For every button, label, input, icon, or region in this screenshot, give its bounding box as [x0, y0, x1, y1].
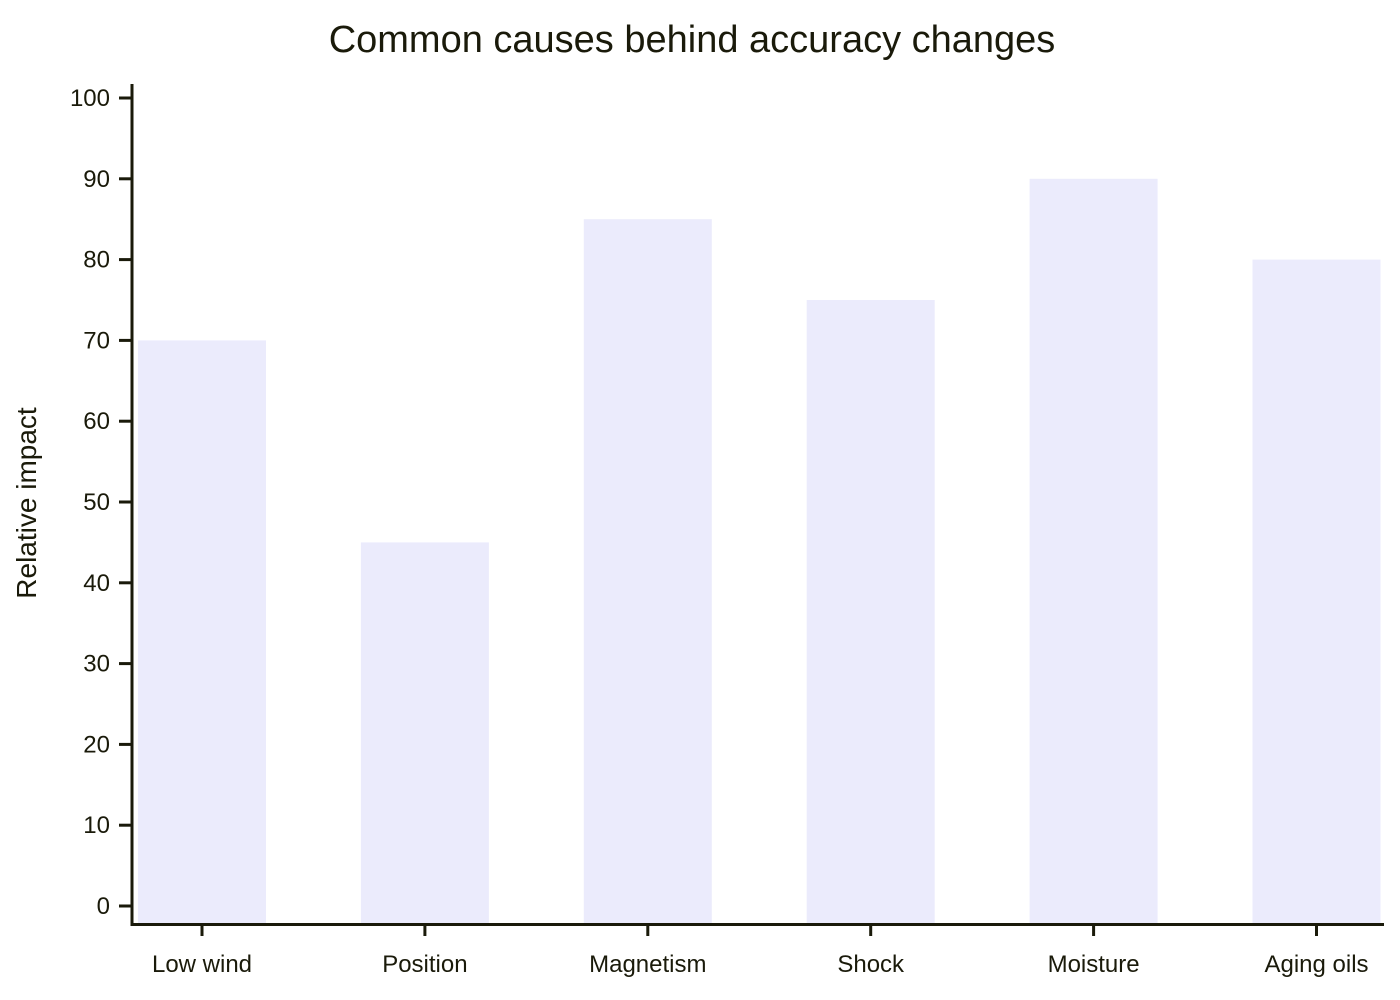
- bars-layer: [138, 178, 1381, 924]
- x-tick-label: Moisture: [1048, 951, 1140, 978]
- y-tick-label: 40: [83, 570, 110, 597]
- y-tick-label: 60: [83, 408, 110, 435]
- x-tick-label: Low wind: [152, 951, 252, 978]
- y-tick-label: 70: [83, 327, 110, 354]
- y-tick-label: 50: [83, 489, 110, 516]
- bar-magnetism: [583, 219, 712, 923]
- x-tick-label: Position: [382, 951, 467, 978]
- y-tick-label: 10: [83, 812, 110, 839]
- y-tick-label: 100: [70, 85, 110, 112]
- y-ticks-layer: 0 10 20 30 40 50 60 70 80 90 100: [70, 85, 132, 920]
- bar-moisture: [1029, 178, 1158, 924]
- y-tick-label: 0: [97, 893, 110, 920]
- x-tick-label: Magnetism: [589, 951, 706, 978]
- chart-title: Common causes behind accuracy changes: [329, 19, 1056, 61]
- bar-aging-oils: [1252, 259, 1381, 924]
- y-tick-label: 90: [83, 166, 110, 193]
- x-tick-label: Shock: [837, 951, 905, 978]
- bar-low-wind: [138, 340, 266, 923]
- x-ticks-layer: Low wind Position Magnetism Shock Moisture Ag…: [152, 924, 1369, 978]
- y-axis-label: Relative impact: [11, 407, 42, 599]
- bar-shock: [806, 300, 935, 923]
- bar-position: [360, 542, 489, 923]
- y-tick-label: 80: [83, 247, 110, 274]
- y-tick-label: 30: [83, 651, 110, 678]
- y-tick-label: 20: [83, 731, 110, 758]
- x-tick-label: Aging oils: [1264, 951, 1368, 978]
